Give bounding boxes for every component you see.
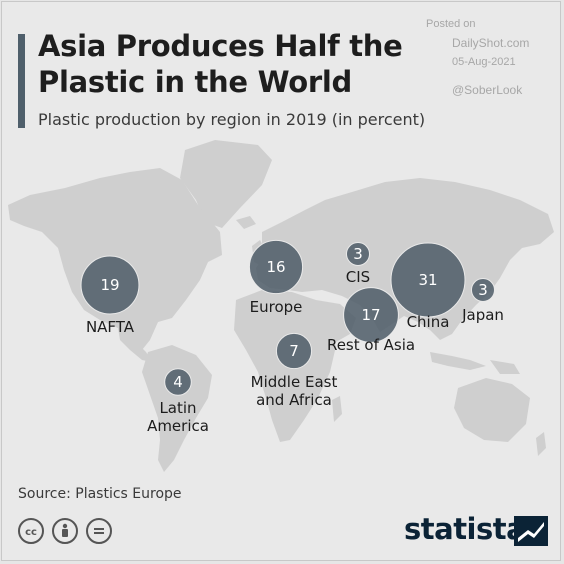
statista-mark-icon bbox=[514, 516, 548, 546]
brand-name: statista bbox=[404, 512, 526, 546]
bubble-value-latin-america: 4 bbox=[173, 373, 183, 391]
attribution-icon[interactable] bbox=[52, 518, 78, 544]
watermark-handle: @SoberLook bbox=[452, 83, 523, 97]
watermark-site: DailyShot.com bbox=[452, 36, 530, 50]
region-label-rest-of-asia: Rest of Asia bbox=[326, 336, 416, 355]
page-subtitle: Plastic production by region in 2019 (in… bbox=[38, 110, 426, 129]
title-accent-bar bbox=[18, 34, 25, 128]
source-note: Source: Plastics Europe bbox=[18, 486, 182, 502]
watermark-posted-on: Posted on bbox=[426, 18, 476, 30]
region-label-europe: Europe bbox=[249, 297, 303, 316]
page-title: Asia Produces Half the Plastic in the Wo… bbox=[38, 29, 403, 99]
bubble-value-rest-of-asia: 17 bbox=[361, 306, 381, 324]
cc-icon[interactable]: cc bbox=[18, 518, 44, 544]
bubble-layer bbox=[80, 239, 496, 396]
region-label-cis: CIS bbox=[345, 267, 371, 286]
bubble-cis bbox=[345, 241, 371, 267]
bubble-value-middle-east-and-africa: 7 bbox=[289, 342, 299, 360]
bubble-europe bbox=[248, 239, 304, 295]
bubble-value-japan: 3 bbox=[478, 281, 488, 299]
region-label-japan: Japan bbox=[462, 305, 504, 324]
bubble-value-cis: 3 bbox=[353, 245, 363, 263]
bubble-value-china: 31 bbox=[418, 271, 438, 289]
landmass-new-guinea bbox=[490, 360, 520, 374]
landmass-greenland bbox=[180, 140, 272, 228]
landmass-australia bbox=[454, 378, 530, 442]
landmass-indonesia bbox=[430, 352, 486, 370]
landmass-central-america bbox=[118, 328, 152, 362]
bubble-rest-of-asia bbox=[343, 287, 399, 343]
region-label-latin-america: Latin America bbox=[147, 399, 209, 436]
bubble-china bbox=[390, 242, 466, 318]
region-label-middle-east-and-africa: Middle East and Africa bbox=[250, 372, 338, 409]
bubble-value-nafta: 19 bbox=[100, 276, 120, 294]
no-derivatives-icon[interactable] bbox=[86, 518, 112, 544]
bubble-japan bbox=[470, 277, 496, 303]
region-label-china: China bbox=[406, 313, 450, 331]
bubble-nafta bbox=[80, 255, 140, 315]
bubble-latin-america bbox=[164, 368, 192, 396]
watermark-date: 05-Aug-2021 bbox=[452, 56, 516, 68]
landmass-iceland bbox=[236, 216, 256, 229]
region-label-nafta: NAFTA bbox=[85, 317, 135, 336]
svg-text:cc: cc bbox=[25, 527, 37, 538]
landmass-new-zealand bbox=[536, 432, 546, 456]
bubble-middle-east-and-africa bbox=[275, 332, 313, 370]
landmass-south-america bbox=[142, 345, 212, 472]
bubble-value-europe: 16 bbox=[266, 258, 286, 276]
landmass-madagascar bbox=[332, 396, 342, 422]
